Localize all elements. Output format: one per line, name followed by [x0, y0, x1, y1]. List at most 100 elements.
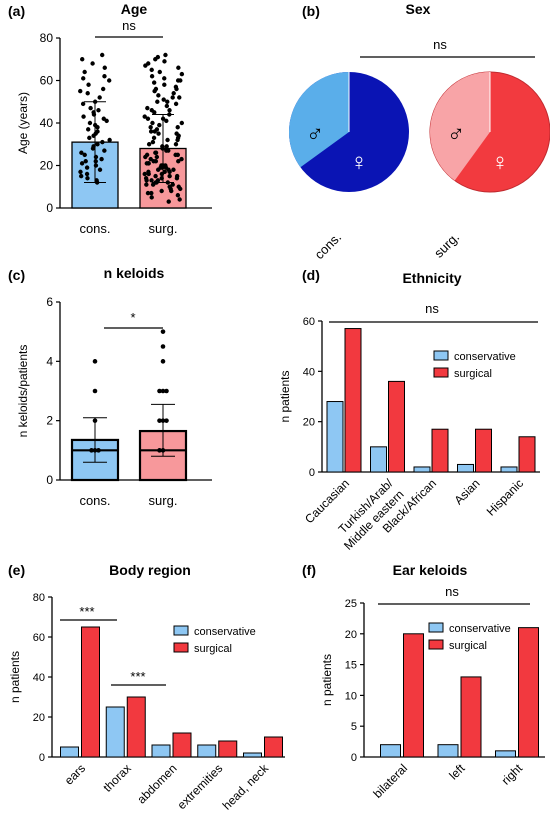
panel-label-e: (e) [8, 562, 25, 578]
bar-surgical-2 [518, 627, 539, 758]
data-point-surg. [150, 120, 155, 126]
y-tick-label-c: 4 [46, 354, 53, 368]
bar-surgical-1 [460, 676, 482, 758]
legend-label-surgical: surgical [194, 643, 232, 655]
data-point-cons. [91, 133, 96, 138]
data-point-cons. [95, 142, 100, 147]
data-point-surg. [144, 178, 149, 183]
data-point-surg. [162, 59, 167, 64]
legend-label-surgical: surgical [454, 368, 492, 380]
chart-body-region: 0 20 40 60 80 n patients ears thorax abdomenextr… [8, 592, 285, 813]
significance-label: ns [122, 18, 136, 33]
data-point-surg. [179, 120, 185, 126]
data-point-surg. [160, 146, 165, 151]
data-point-surg. [157, 418, 162, 423]
data-point-surg. [169, 188, 174, 194]
chart-title-f: Ear keloids [393, 562, 468, 578]
data-point-surg. [174, 176, 180, 181]
y-tick-label-a: 80 [40, 31, 54, 45]
data-point-surg. [167, 169, 172, 175]
data-point-cons. [90, 61, 95, 66]
bar-surgical-3 [475, 428, 492, 473]
data-point-surg. [150, 139, 156, 145]
data-point-surg. [143, 154, 148, 160]
data-point-cons. [107, 137, 112, 143]
x-tick-label-4: head, neck [220, 761, 272, 813]
data-point-surg. [175, 152, 180, 158]
x-tick-label-3: extremities [174, 761, 225, 812]
data-point-cons. [92, 388, 98, 394]
data-point-cons. [84, 171, 90, 177]
y-tick-label-a: 60 [40, 74, 54, 88]
y-tick-label-f: 5 [351, 721, 357, 733]
x-tick-label-1: left [446, 761, 468, 783]
data-point-surg. [159, 188, 164, 194]
data-point-cons. [93, 154, 99, 160]
panel-label-f: (f) [302, 562, 316, 578]
x-tick-label-4: Hispanic [484, 476, 526, 518]
data-point-cons. [91, 112, 97, 117]
y-tick-label-f: 25 [345, 598, 357, 610]
data-point-surg. [153, 57, 158, 62]
data-point-surg. [157, 388, 162, 394]
y-tick-label-d: 40 [303, 366, 315, 378]
y-tick-label-e: 80 [33, 592, 45, 604]
data-point-cons. [96, 108, 101, 113]
bar-conservative-1 [437, 744, 459, 758]
data-point-surg. [171, 91, 176, 96]
legend-swatch-conservative [173, 625, 189, 636]
data-point-cons. [102, 74, 107, 79]
data-point-cons. [87, 135, 92, 141]
y-tick-label-e: 40 [33, 672, 45, 684]
y-tick-label-c: 0 [46, 473, 53, 487]
data-point-cons. [102, 148, 107, 153]
y-tick-label-f: 20 [345, 629, 357, 641]
data-point-cons. [97, 167, 103, 172]
data-point-surg. [164, 388, 169, 394]
data-point-cons. [90, 146, 96, 151]
data-point-cons. [78, 88, 83, 94]
bar-conservative-2 [495, 750, 516, 758]
data-point-surg. [175, 78, 181, 83]
data-point-surg. [142, 114, 147, 119]
data-point-cons. [78, 173, 84, 179]
data-point-surg. [164, 118, 169, 124]
legend-label-conservative: conservative [449, 623, 511, 635]
data-point-surg. [167, 108, 172, 113]
data-point-surg. [176, 159, 181, 164]
data-point-cons. [86, 82, 91, 87]
data-point-cons. [92, 448, 98, 453]
data-point-cons. [89, 448, 94, 453]
x-tick-label-2: right [499, 761, 526, 788]
data-point-cons. [88, 105, 93, 111]
data-point-cons. [85, 91, 90, 96]
significance-label: * [130, 310, 135, 325]
y-tick-label-f: 10 [345, 690, 357, 702]
x-tick-label-cons.: cons. [79, 221, 110, 236]
bar-conservative-4 [243, 752, 262, 758]
data-point-cons. [96, 448, 101, 453]
data-point-cons. [85, 176, 90, 181]
data-point-surg. [156, 131, 161, 136]
y-axis-label-f: n patients [320, 654, 334, 706]
data-point-surg. [160, 359, 166, 364]
data-point-cons. [84, 165, 90, 170]
bar-surgical-0 [344, 328, 362, 473]
male-symbol-surg.: ♂ [447, 121, 465, 148]
bar-conservative-1 [105, 706, 125, 758]
data-point-surg. [154, 154, 160, 160]
data-point-cons. [78, 169, 83, 175]
data-point-surg. [157, 448, 162, 453]
pie-slice-male-surg. [430, 72, 490, 181]
x-tick-label-0: bilateral [371, 761, 411, 801]
male-symbol-cons.: ♂ [306, 121, 324, 148]
bar-surgical-2 [431, 428, 449, 473]
data-point-surg. [167, 112, 172, 117]
x-tick-label-surg.: surg. [149, 221, 178, 236]
data-point-surg. [176, 65, 181, 70]
data-point-cons. [83, 159, 88, 164]
bar-conservative-0 [326, 401, 344, 473]
y-axis-label-a: Age (years) [16, 92, 30, 154]
data-point-cons. [99, 156, 104, 162]
